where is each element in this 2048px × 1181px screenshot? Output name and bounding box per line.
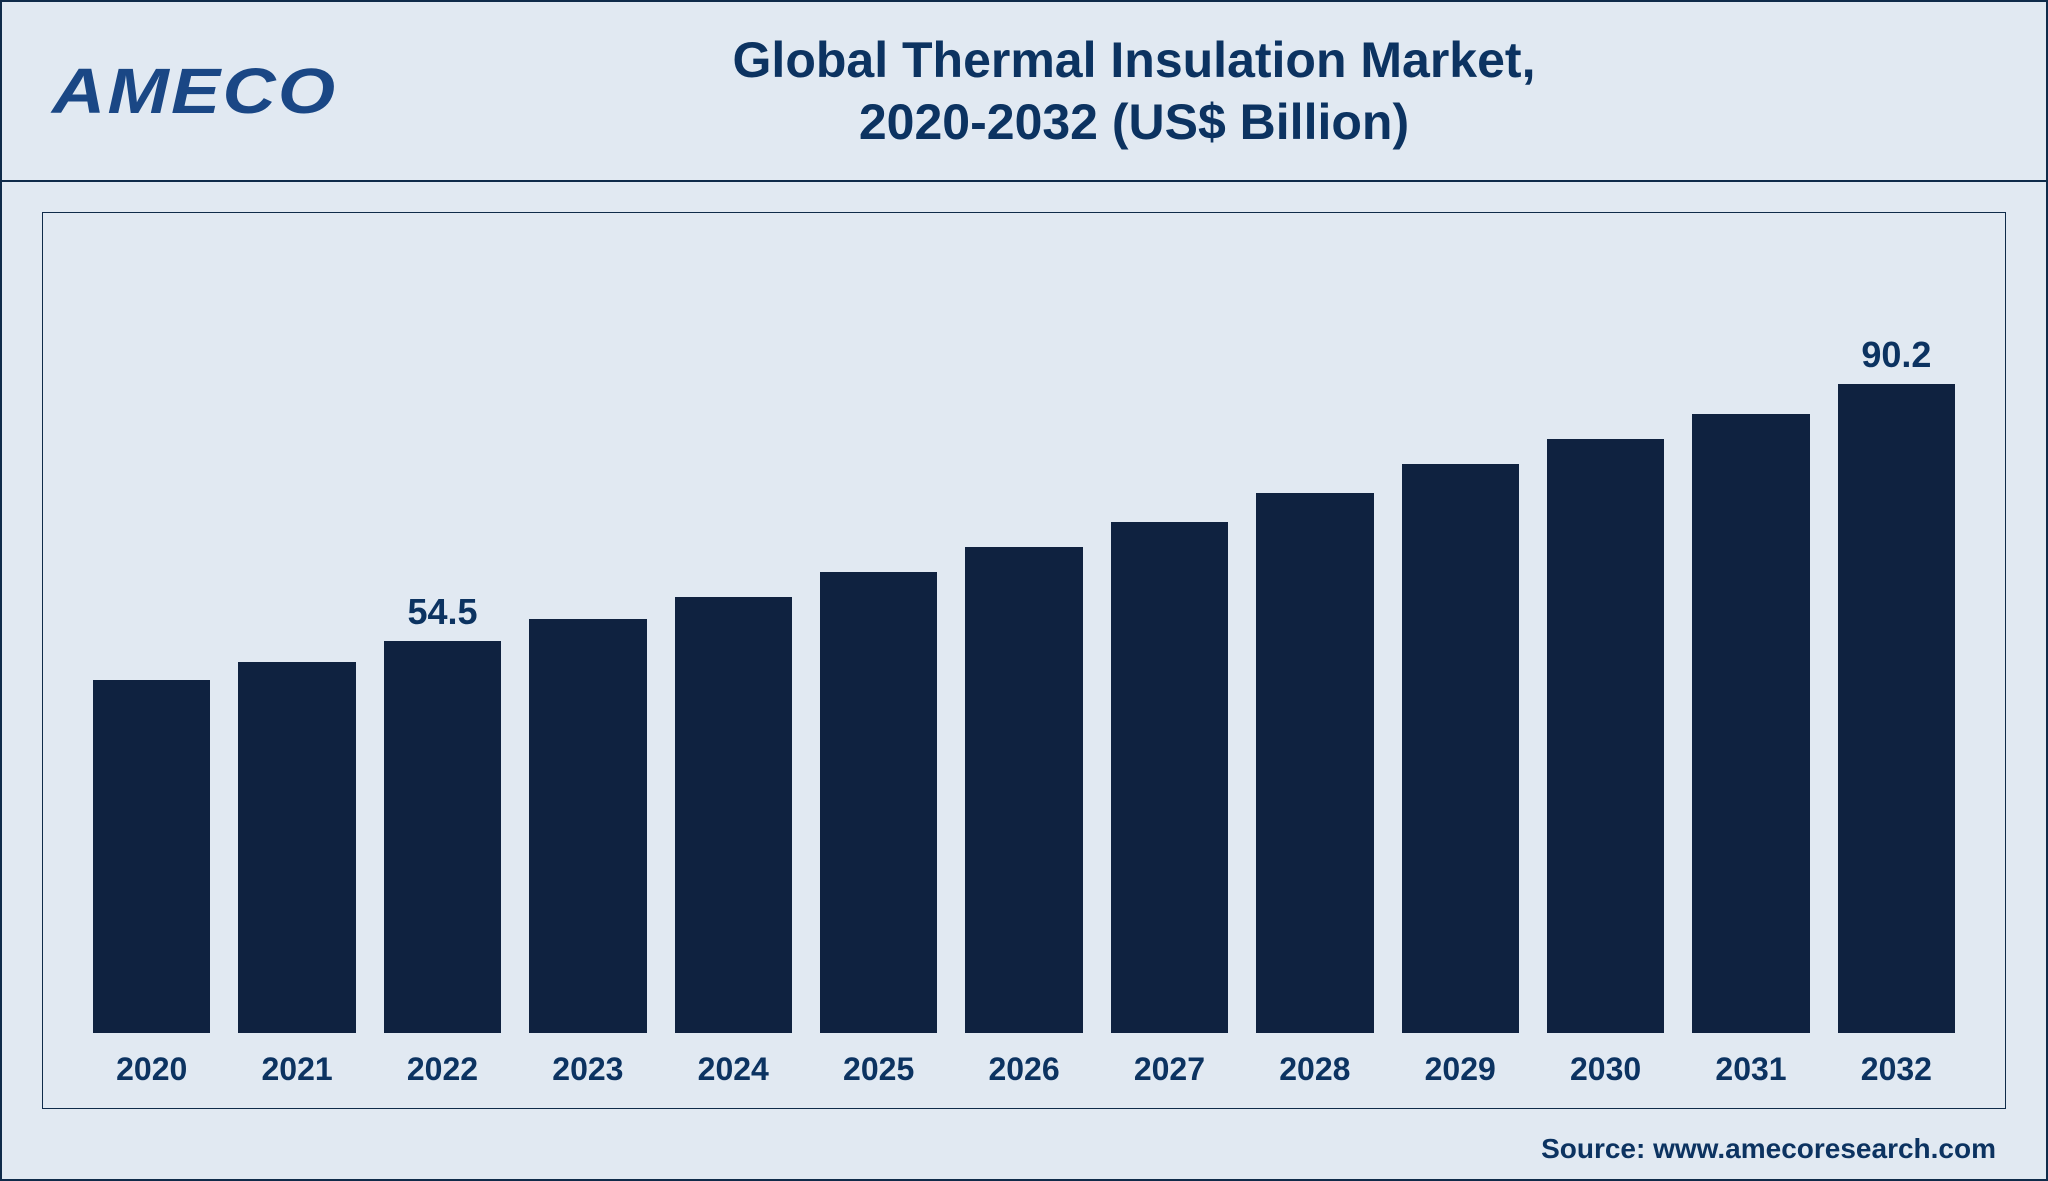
source-attribution: Source: www.amecoresearch.com — [1541, 1133, 1996, 1165]
title-line-1: Global Thermal Insulation Market, — [472, 29, 1796, 92]
bar-space — [1547, 243, 1664, 1033]
bar-column: 2020 — [93, 243, 210, 1088]
plot-area: 2020 2021 54.5 2022 2023 2024 2025 2026 2027 2028… — [83, 243, 1965, 1088]
bar — [1692, 414, 1809, 1033]
bar — [1838, 384, 1955, 1033]
x-axis-label: 2020 — [116, 1051, 187, 1088]
bar-value-label: 54.5 — [407, 591, 477, 633]
bar-column: 2028 — [1256, 243, 1373, 1088]
bar-space — [1111, 243, 1228, 1033]
bar-column: 2023 — [529, 243, 646, 1088]
x-axis-label: 2027 — [1134, 1051, 1205, 1088]
title-line-2: 2020-2032 (US$ Billion) — [472, 91, 1796, 154]
bar-space: 90.2 — [1838, 243, 1955, 1033]
bar — [1402, 464, 1519, 1033]
bar-space: 54.5 — [384, 243, 501, 1033]
bar-space — [93, 243, 210, 1033]
bar-column: 2025 — [820, 243, 937, 1088]
x-axis-label: 2030 — [1570, 1051, 1641, 1088]
bar — [1111, 522, 1228, 1033]
bar-column: 2024 — [675, 243, 792, 1088]
bar-space — [529, 243, 646, 1033]
bar-column: 2026 — [965, 243, 1082, 1088]
bar — [384, 641, 501, 1033]
chart-title: Global Thermal Insulation Market, 2020-2… — [472, 29, 1996, 154]
bar — [965, 547, 1082, 1033]
header: AMECO Global Thermal Insulation Market, … — [2, 2, 2046, 182]
bar-column: 2029 — [1402, 243, 1519, 1088]
bar — [820, 572, 937, 1033]
bar-column: 2031 — [1692, 243, 1809, 1088]
bar — [1547, 439, 1664, 1033]
bar-space — [820, 243, 937, 1033]
x-axis-label: 2031 — [1715, 1051, 1786, 1088]
chart-container: AMECO Global Thermal Insulation Market, … — [0, 0, 2048, 1181]
x-axis-label: 2032 — [1861, 1051, 1932, 1088]
bar — [529, 619, 646, 1033]
bar-column: 2027 — [1111, 243, 1228, 1088]
bar-space — [965, 243, 1082, 1033]
x-axis-label: 2026 — [988, 1051, 1059, 1088]
x-axis-label: 2023 — [552, 1051, 623, 1088]
bar-column: 54.5 2022 — [384, 243, 501, 1088]
bar-space — [238, 243, 355, 1033]
x-axis-label: 2024 — [698, 1051, 769, 1088]
logo-text: AMECO — [52, 54, 535, 128]
bar — [1256, 493, 1373, 1033]
bar-space — [1256, 243, 1373, 1033]
x-axis-label: 2029 — [1425, 1051, 1496, 1088]
bar-space — [1402, 243, 1519, 1033]
bar-column: 2021 — [238, 243, 355, 1088]
bar-column: 2030 — [1547, 243, 1664, 1088]
chart-frame: 2020 2021 54.5 2022 2023 2024 2025 2026 2027 2028… — [42, 212, 2006, 1109]
bar — [238, 662, 355, 1033]
bar — [93, 680, 210, 1033]
x-axis-label: 2022 — [407, 1051, 478, 1088]
x-axis-label: 2028 — [1279, 1051, 1350, 1088]
bar-space — [675, 243, 792, 1033]
x-axis-label: 2021 — [261, 1051, 332, 1088]
bar-space — [1692, 243, 1809, 1033]
bar — [675, 597, 792, 1033]
bar-column: 90.2 2032 — [1838, 243, 1955, 1088]
bar-value-label: 90.2 — [1861, 334, 1931, 376]
x-axis-label: 2025 — [843, 1051, 914, 1088]
